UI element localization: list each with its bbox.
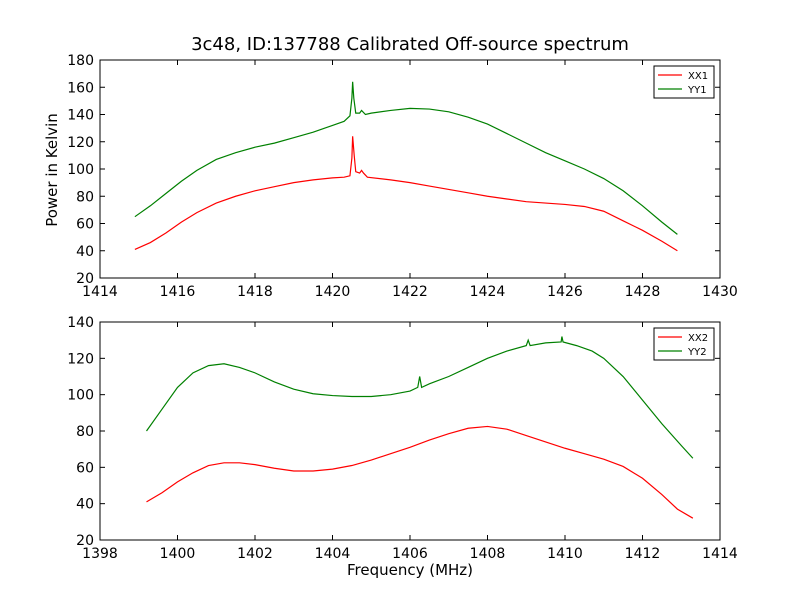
x-tick-label: 1406 (392, 546, 428, 562)
axes-frame (99, 59, 721, 279)
series-line-yy2 (146, 336, 694, 459)
axes-frame (99, 321, 721, 541)
plot-panel-top: 1414 1416 1418 1420 1422 1424 1426 1428 1430 20 40… (67, 53, 738, 300)
y-tick-label: 120 (67, 135, 94, 151)
x-tick-label: 1430 (702, 284, 738, 300)
x-tick-label: 1398 (82, 546, 118, 562)
plot-panel-bottom: 1398 1400 1402 1404 1406 1408 1410 1412 1414 20 40… (67, 315, 738, 562)
y-tick-label: 80 (76, 189, 94, 205)
y-tick-label: 120 (67, 351, 94, 367)
x-tick-label: 1418 (237, 284, 273, 300)
x-tick-label: 1414 (82, 284, 118, 300)
y-tick-label: 20 (76, 271, 94, 287)
y-tick-label: 100 (67, 162, 94, 178)
legend-label-xx2: XX2 (688, 333, 708, 344)
x-tick-label: 1408 (470, 546, 506, 562)
x-tick-label: 1400 (160, 546, 196, 562)
title: 3c48, ID:137788 Calibrated Off-source sp… (191, 34, 629, 55)
y-tick-label: 60 (76, 460, 94, 476)
y-tick-label: 100 (67, 388, 94, 404)
y-tick-label: 160 (67, 80, 94, 96)
y-tick-label: 20 (76, 533, 94, 549)
x-tick-label: 1420 (315, 284, 351, 300)
x-tick-label: 1426 (547, 284, 583, 300)
series-line-xx2 (146, 425, 694, 519)
x-tick-label: 1414 (702, 546, 738, 562)
x-tick-label: 1404 (315, 546, 351, 562)
x-tick-label: 1416 (160, 284, 196, 300)
x-tick-label: 1428 (625, 284, 661, 300)
x-tick-label: 1424 (470, 284, 506, 300)
y-tick-label: 40 (76, 497, 94, 513)
legend-box (653, 327, 715, 361)
legend-label-xx1: XX1 (688, 71, 708, 82)
x-axis-label: Frequency (MHz) (346, 561, 474, 579)
series-line-yy1 (134, 81, 678, 235)
y-tick-label: 140 (67, 108, 94, 124)
y-tick-label: 80 (76, 424, 94, 440)
x-tick-label: 1412 (625, 546, 661, 562)
series-line-xx1 (134, 136, 678, 252)
y-tick-label: 140 (67, 315, 94, 331)
legend-box (653, 65, 715, 99)
y-tick-label: 60 (76, 217, 94, 233)
y-tick-label: 180 (67, 53, 94, 69)
legend-label-yy2: YY2 (687, 347, 707, 358)
legend-label-yy1: YY1 (687, 85, 707, 96)
y-tick-label: 40 (76, 244, 94, 260)
x-tick-label: 1422 (392, 284, 428, 300)
x-tick-label: 1410 (547, 546, 583, 562)
x-tick-label: 1402 (237, 546, 273, 562)
